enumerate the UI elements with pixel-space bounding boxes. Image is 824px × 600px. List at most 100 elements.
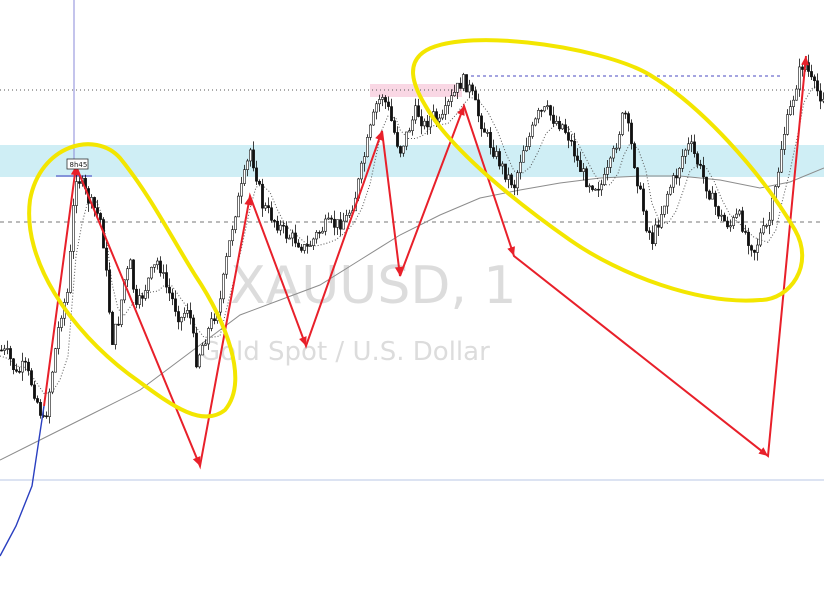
candle-body [192,317,195,334]
candle-body [540,110,543,112]
candle-body [537,110,540,120]
candle-body [555,120,558,124]
candle-body [390,106,393,121]
candle-body [54,348,57,373]
candle-body [762,225,765,234]
candle-body [123,279,126,301]
candle-body [18,370,21,373]
candle-body [498,151,501,167]
candle-body [222,273,225,300]
candle-body [594,188,597,191]
candle-body [642,188,645,212]
candle-body [705,176,708,192]
candle-body [480,115,483,130]
candle-body [708,190,711,200]
candle-body [795,88,798,101]
candle-body [315,232,318,240]
candle-body [69,251,72,293]
candle-body [378,99,381,105]
candle-body [366,137,369,158]
candle-body [219,298,222,313]
candle-body [570,139,573,142]
candle-body [684,149,687,157]
zigzag-arrowhead [507,246,515,256]
candle-body [579,160,582,172]
candle-body [675,175,678,179]
candle-body [453,91,456,97]
candle-body [621,112,624,135]
candle-body [552,114,555,124]
candle-body [780,149,783,173]
candle-body [420,116,423,127]
candle-body [297,242,300,248]
candle-body [330,217,333,220]
candle-body [660,214,663,228]
candle-body [585,168,588,188]
candle-body [648,230,651,233]
annotation-ellipse-right [411,38,805,303]
candle-body [789,106,792,115]
candle-body [750,245,753,251]
candle-body [171,292,174,300]
candle-body [345,215,348,222]
candle-body [24,360,27,363]
candle-body [645,210,648,232]
zigzag-arrowhead [375,131,383,141]
candle-body [510,174,513,186]
candle-body [747,231,750,246]
candle-body [741,210,744,232]
candle-body [96,207,99,214]
candle-body [582,168,585,172]
candle-body [414,105,417,121]
candle-body [372,111,375,126]
candle-body [183,312,186,318]
candle-body [723,214,726,222]
candle-body [120,299,123,325]
candle-body [813,76,816,82]
candle-body [276,220,279,231]
candle-body [153,264,156,268]
candle-body [129,259,132,270]
candle-body [147,277,150,291]
candle-body [267,205,270,209]
candle-body [471,84,474,92]
candle-body [627,113,630,124]
candle-body [396,132,399,147]
candle-body [57,327,60,349]
candle-body [138,295,141,305]
candle-body [444,105,447,115]
candle-body [711,192,714,200]
candle-body [93,197,96,209]
candle-body [606,167,609,175]
candle-body [75,181,78,206]
candle-body [690,141,693,145]
candle-body [735,213,738,218]
candle-body [342,220,345,230]
candle-body [6,348,9,350]
candle-body [309,245,312,247]
candle-body [150,266,153,279]
candle-body [264,205,267,209]
candle-body [507,174,510,180]
candle-body [27,361,30,371]
candle-body [231,229,234,242]
candle-body [624,112,627,115]
zigzag-arrowhead [192,456,201,466]
candle-body [12,358,15,371]
annotation-ellipse-left [27,142,238,419]
candle-body [513,184,516,189]
candle-body [699,163,702,166]
candle-body [531,124,534,137]
candle-body [561,124,564,130]
candle-body [186,310,189,314]
candle-body [36,398,39,403]
candle-body [492,147,495,157]
candle-body [807,62,810,72]
candle-body [141,295,144,299]
candle-body [117,323,120,326]
candle-body [207,328,210,345]
candle-body [384,97,387,103]
zigzag-arrowhead [801,56,810,66]
